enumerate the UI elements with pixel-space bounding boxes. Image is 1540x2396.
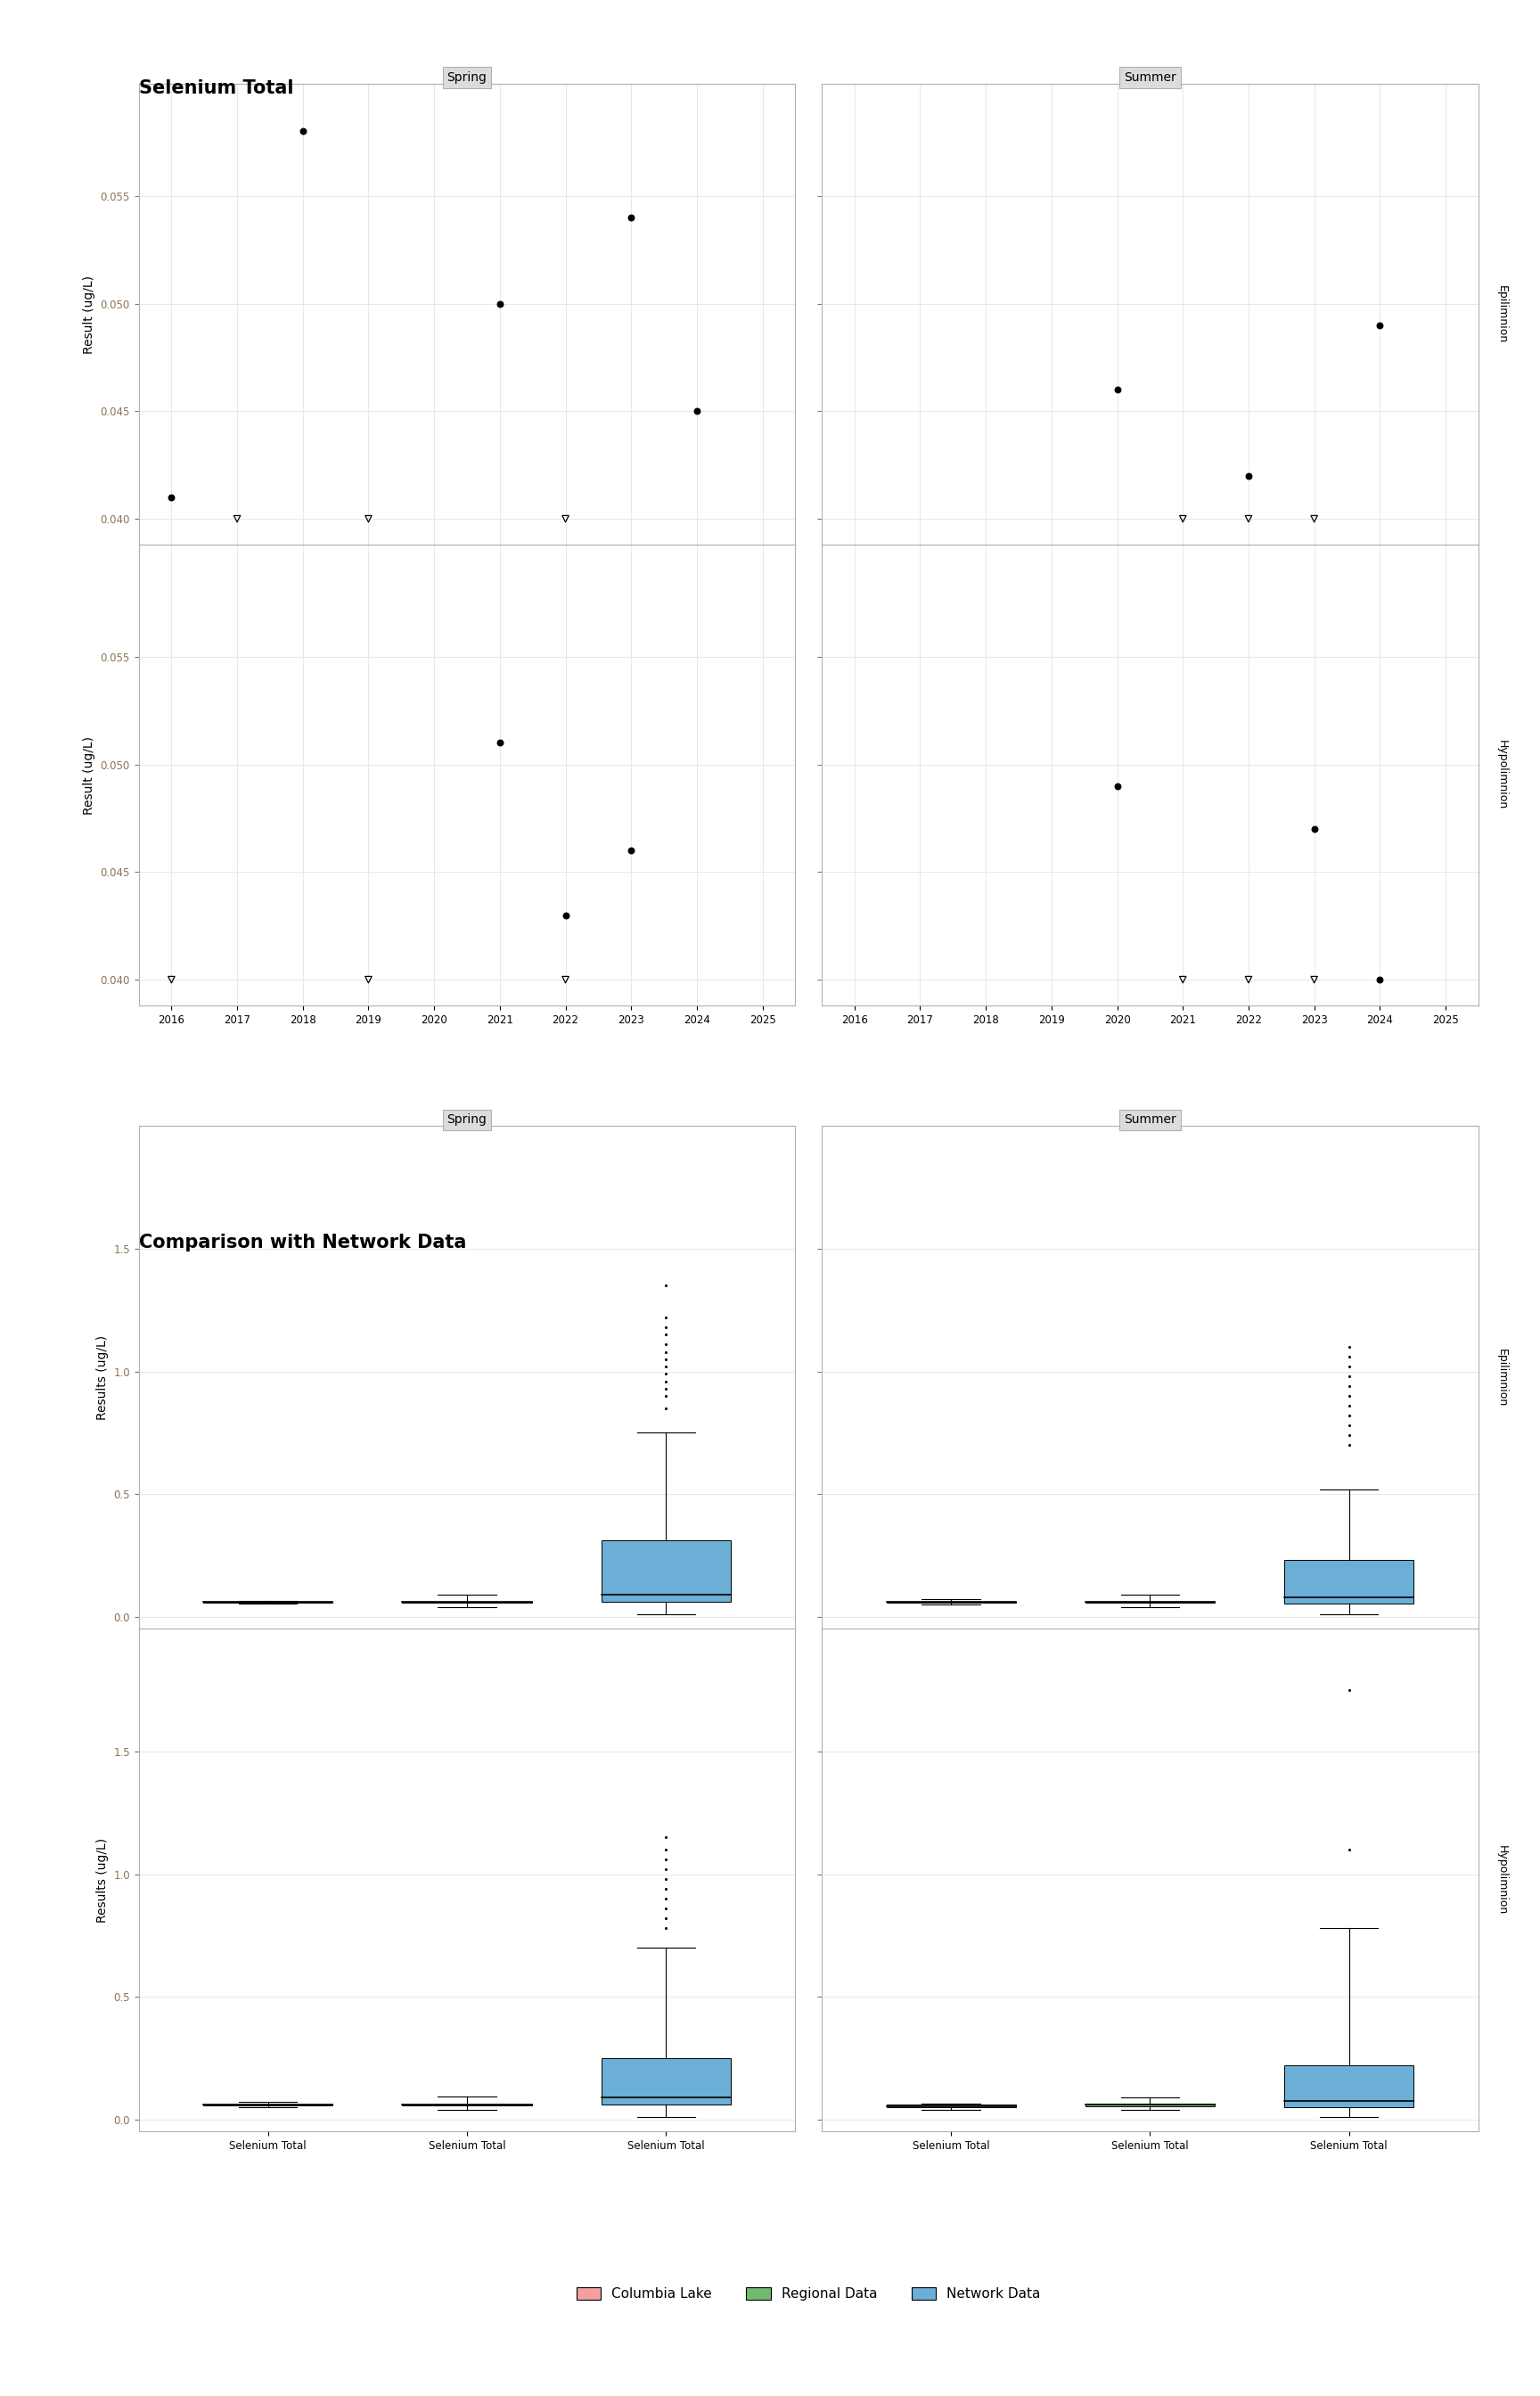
Point [225, 501, 249, 539]
Point [1301, 961, 1326, 999]
Y-axis label: Results (ug/L): Results (ug/L) [95, 1335, 108, 1421]
Point [653, 1890, 678, 1929]
Point [653, 1339, 678, 1378]
Point [653, 1850, 678, 1888]
Point [653, 1831, 678, 1869]
Text: Comparison with Network Data: Comparison with Network Data [139, 1234, 467, 1251]
Point [1337, 1416, 1361, 1454]
Bar [1284, 2065, 1414, 2106]
Y-axis label: Result (ug/L): Result (ug/L) [83, 736, 95, 815]
Point [653, 1361, 678, 1399]
Point [356, 501, 380, 539]
Bar [601, 1541, 730, 1603]
Y-axis label: Epilimnion: Epilimnion [1495, 1349, 1508, 1406]
Y-axis label: Results (ug/L): Results (ug/L) [95, 1838, 108, 1922]
Point [1337, 1397, 1361, 1435]
Point [1237, 961, 1261, 999]
Point [653, 1819, 678, 1857]
Point [653, 1859, 678, 1898]
Text: Selenium Total: Selenium Total [139, 79, 293, 96]
Point [1368, 307, 1392, 345]
Point [653, 1878, 678, 1917]
Point [684, 393, 708, 431]
Point [1337, 1426, 1361, 1464]
Point [1237, 501, 1261, 539]
Point [653, 1390, 678, 1428]
Point [653, 1371, 678, 1409]
Point [653, 1267, 678, 1306]
Point [356, 961, 380, 999]
Point [1337, 1670, 1361, 1708]
Point [653, 1354, 678, 1392]
Point [159, 479, 183, 518]
Bar [887, 2104, 1016, 2106]
Title: Summer: Summer [1124, 72, 1177, 84]
Point [653, 1315, 678, 1354]
Point [653, 1347, 678, 1385]
Y-axis label: Epilimnion: Epilimnion [1495, 285, 1508, 343]
Y-axis label: Result (ug/L): Result (ug/L) [83, 276, 95, 355]
Point [1170, 501, 1195, 539]
Point [1337, 1347, 1361, 1385]
Point [1337, 1387, 1361, 1426]
Point [653, 1840, 678, 1878]
Point [653, 1325, 678, 1363]
Point [1301, 501, 1326, 539]
Point [619, 199, 644, 237]
Bar [1284, 1560, 1414, 1603]
Point [1337, 1337, 1361, 1375]
Point [291, 113, 316, 151]
Y-axis label: Hypolimnion: Hypolimnion [1495, 1845, 1508, 1914]
Point [619, 831, 644, 870]
Point [553, 501, 578, 539]
Point [1337, 1831, 1361, 1869]
Point [553, 896, 578, 934]
Point [1337, 1368, 1361, 1406]
Title: Spring: Spring [447, 1114, 487, 1126]
Point [1104, 767, 1129, 805]
Point [553, 961, 578, 999]
Point [1170, 961, 1195, 999]
Point [1237, 458, 1261, 496]
Point [488, 724, 513, 762]
Point [1368, 961, 1392, 999]
Point [653, 1378, 678, 1416]
Point [159, 961, 183, 999]
Y-axis label: Hypolimnion: Hypolimnion [1495, 740, 1508, 810]
Title: Spring: Spring [447, 72, 487, 84]
Point [653, 1299, 678, 1337]
Point [1301, 810, 1326, 848]
Point [1104, 371, 1129, 410]
Point [1337, 1378, 1361, 1416]
Point [488, 285, 513, 323]
Point [1337, 1356, 1361, 1394]
Bar [1086, 2104, 1215, 2106]
Point [1337, 1406, 1361, 1445]
Point [653, 1332, 678, 1371]
Point [653, 1308, 678, 1347]
Legend: Columbia Lake, Regional Data, Network Data: Columbia Lake, Regional Data, Network Da… [571, 2281, 1046, 2307]
Bar [601, 2058, 730, 2104]
Point [653, 1869, 678, 1907]
Title: Summer: Summer [1124, 1114, 1177, 1126]
Point [653, 1910, 678, 1948]
Point [1337, 1327, 1361, 1366]
Point [653, 1900, 678, 1938]
